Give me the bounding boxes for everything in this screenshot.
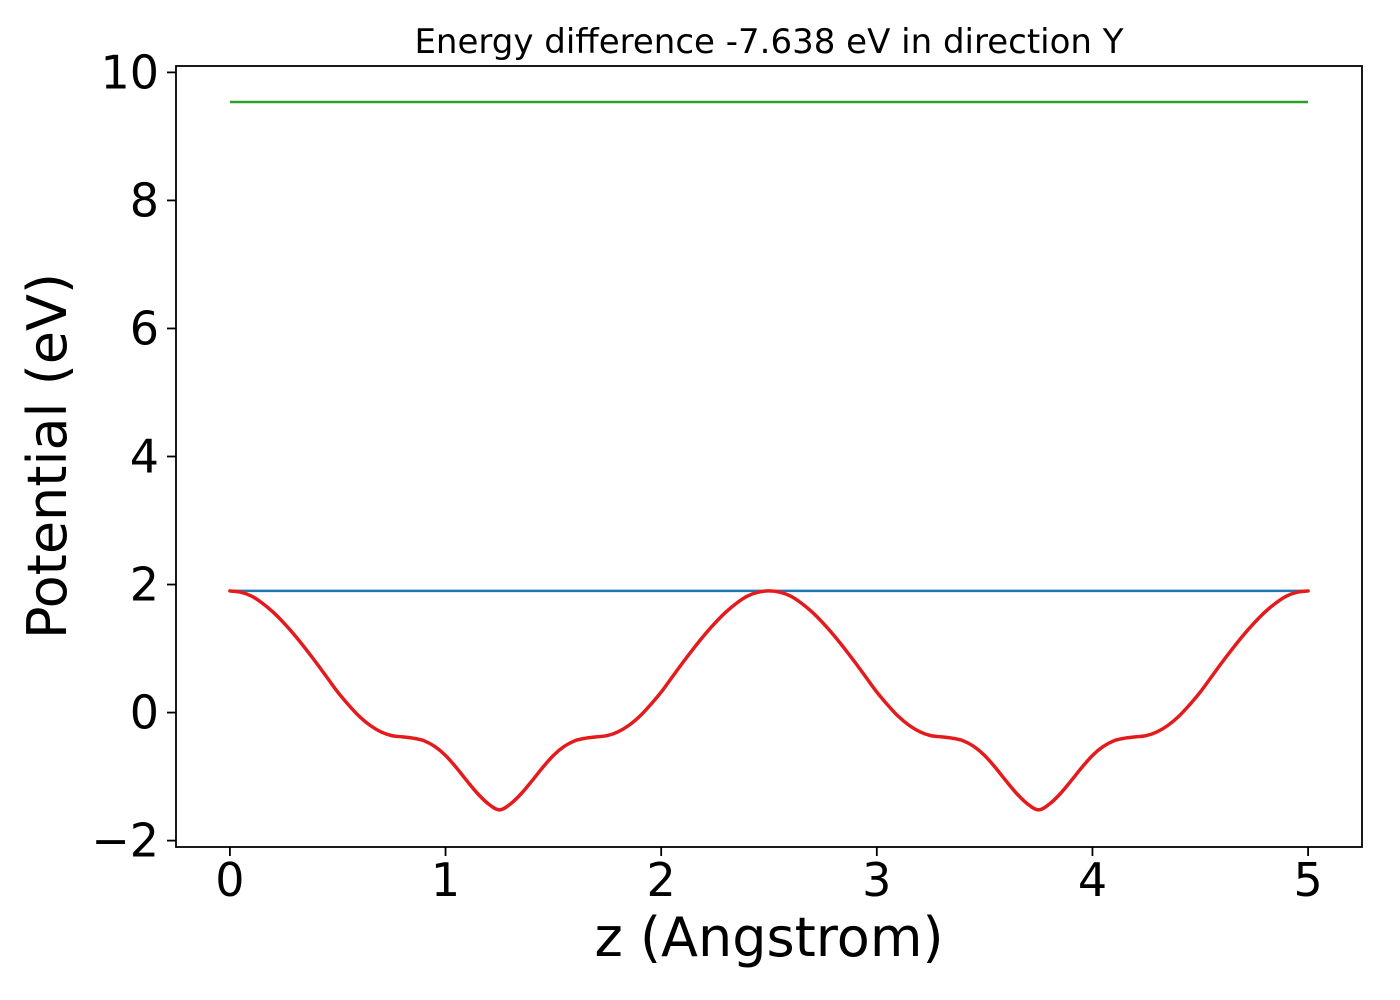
x-tick-label: 5	[1293, 853, 1322, 907]
y-tick-label: 4	[130, 430, 159, 484]
x-tick-label: 3	[862, 853, 891, 907]
axes-frame	[175, 65, 1363, 848]
y-axis-label: Potential (eV)	[16, 272, 79, 640]
x-tick-label: 2	[647, 853, 676, 907]
y-tick-label: 2	[130, 558, 159, 612]
x-axis-label: z (Angstrom)	[594, 906, 944, 969]
y-tick-label: 0	[130, 686, 159, 740]
x-tick-label: 4	[1078, 853, 1107, 907]
plot-area	[176, 66, 1362, 847]
y-tick-label: 6	[130, 301, 159, 355]
x-tick-label: 0	[215, 853, 244, 907]
x-tick-label: 1	[431, 853, 460, 907]
y-tick-label: 10	[100, 45, 159, 99]
y-tick-label: −2	[91, 814, 159, 868]
chart-title: Energy difference -7.638 eV in direction…	[414, 22, 1124, 62]
planar-potential-curve	[228, 589, 1310, 812]
y-tick-label: 8	[130, 173, 159, 227]
